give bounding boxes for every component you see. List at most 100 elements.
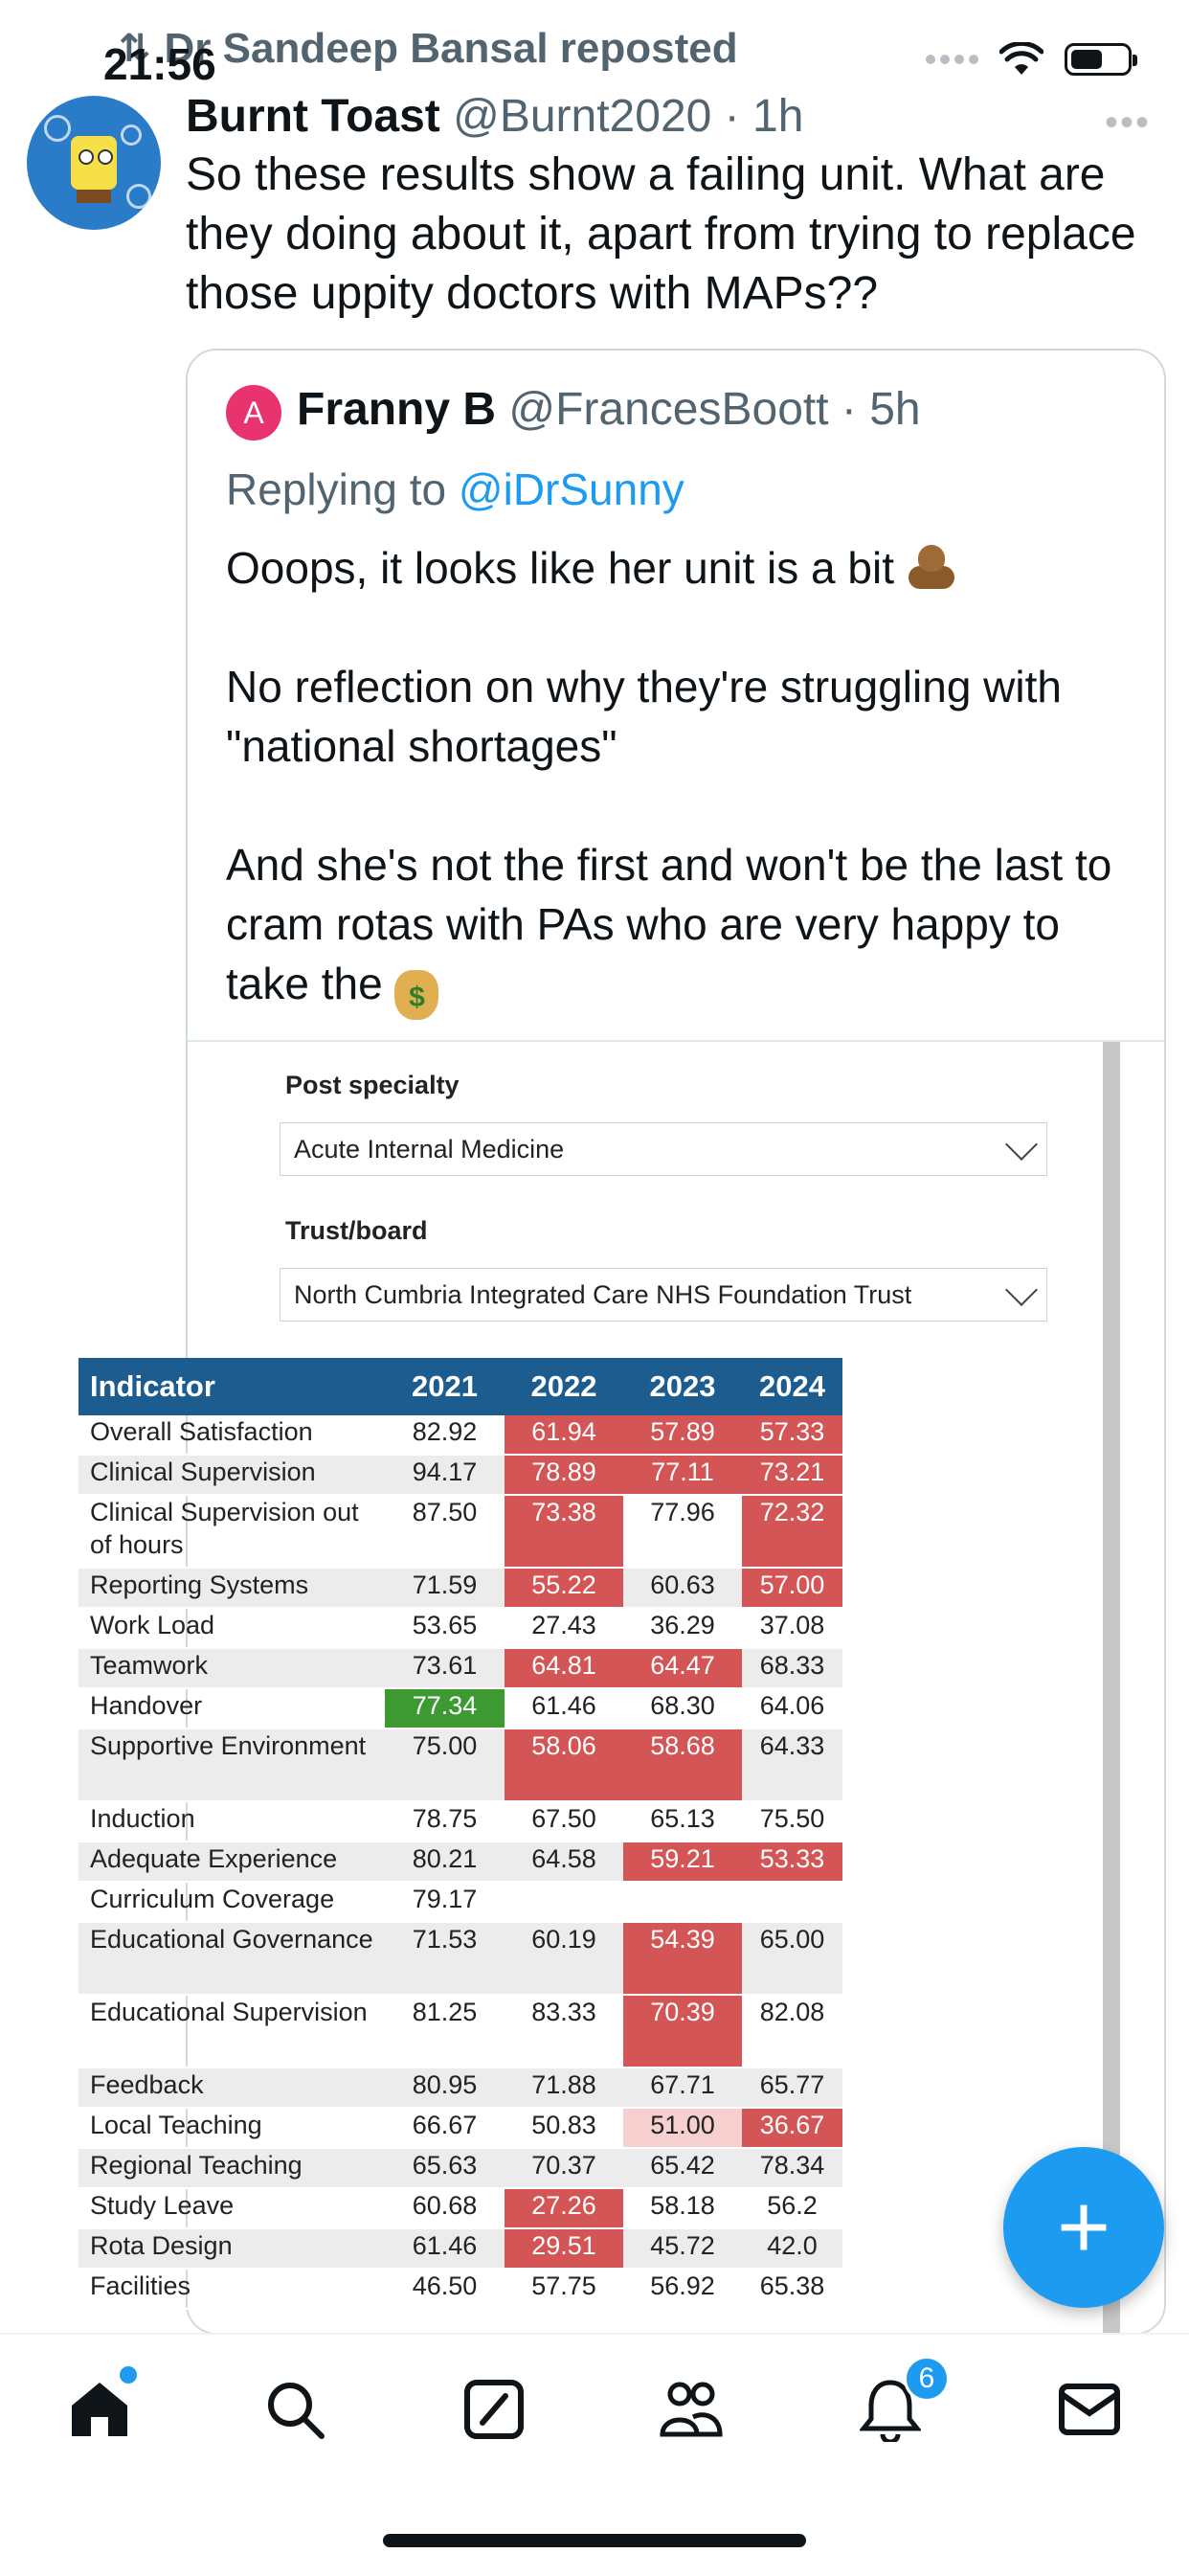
indicator-value: 75.00 xyxy=(385,1729,505,1802)
indicator-value: 64.81 xyxy=(505,1648,623,1689)
communities-icon xyxy=(660,2382,723,2437)
indicator-value: 56.2 xyxy=(742,2188,842,2229)
table-header: 2021 xyxy=(385,1358,505,1415)
table-header-row: Indicator 2021 2022 2023 2024 xyxy=(79,1358,842,1415)
indicator-value: 51.00 xyxy=(623,2108,742,2149)
nav-home[interactable] xyxy=(65,2375,134,2444)
trust-select: North Cumbria Integrated Care NHS Founda… xyxy=(280,1268,1047,1322)
replying-prefix: Replying to xyxy=(226,464,459,514)
table-row: Educational Governance 71.53 60.19 54.39 65.… xyxy=(79,1922,842,1996)
table-row: Overall Satisfaction 82.92 61.94 57.89 57.33 xyxy=(79,1415,842,1456)
repost-label: Dr Sandeep Bansal reposted xyxy=(164,25,738,72)
indicator-value: 78.89 xyxy=(505,1455,623,1496)
quote-para-2: No reflection on why they're struggling … xyxy=(226,662,1062,771)
indicator-value: 36.67 xyxy=(742,2108,842,2149)
indicator-label: Educational Governance xyxy=(79,1922,385,1996)
indicator-value: 58.18 xyxy=(623,2188,742,2229)
indicator-value: 71.53 xyxy=(385,1922,505,1996)
indicator-value: 61.94 xyxy=(505,1415,623,1456)
indicator-value: 27.43 xyxy=(505,1608,623,1649)
indicator-label: Clinical Supervision xyxy=(79,1455,385,1496)
compose-button[interactable]: + xyxy=(1003,2147,1164,2308)
indicator-value: 56.92 xyxy=(623,2269,742,2310)
indicator-value: 82.92 xyxy=(385,1415,505,1456)
avatar[interactable] xyxy=(27,96,161,230)
search-icon xyxy=(268,2383,325,2439)
indicator-label: Regional Teaching xyxy=(79,2148,385,2189)
indicator-value: 60.68 xyxy=(385,2188,505,2229)
table-row: Educational Supervision 81.25 83.33 70.39 82… xyxy=(79,1995,842,2068)
quote-author-name[interactable]: Franny B xyxy=(297,384,497,435)
indicator-value: 78.75 xyxy=(385,1801,505,1842)
indicator-value: 64.33 xyxy=(742,1729,842,1802)
indicator-value: 65.13 xyxy=(623,1801,742,1842)
notifications-badge: 6 xyxy=(904,2356,950,2402)
quote-avatar[interactable]: A xyxy=(226,385,281,441)
tweet-author[interactable]: Burnt Toast @Burnt2020 · 1h xyxy=(186,90,803,143)
indicator-value: 60.63 xyxy=(623,1568,742,1609)
replying-handle[interactable]: @iDrSunny xyxy=(458,464,684,514)
status-time: 21:56 xyxy=(103,39,216,89)
indicator-value: 73.38 xyxy=(505,1495,623,1569)
nav-grok[interactable] xyxy=(460,2375,528,2444)
indicator-value: 53.65 xyxy=(385,1608,505,1649)
indicator-value: 58.68 xyxy=(623,1729,742,1802)
status-icons xyxy=(926,42,1137,77)
indicator-value: 50.83 xyxy=(505,2108,623,2149)
table-row: Work Load 53.65 27.43 36.29 37.08 xyxy=(79,1608,842,1649)
embed-scrollbar xyxy=(1103,1042,1120,2333)
table-row: Reporting Systems 71.59 55.22 60.63 57.00 xyxy=(79,1568,842,1609)
quote-para-3: And she's not the first and won't be the… xyxy=(226,840,1112,1008)
indicator-value: 71.59 xyxy=(385,1568,505,1609)
indicator-value: 77.96 xyxy=(623,1495,742,1569)
indicator-value: 94.17 xyxy=(385,1455,505,1496)
indicator-value: 77.34 xyxy=(385,1688,505,1729)
trust-label: Trust/board xyxy=(285,1216,428,1245)
home-new-dot xyxy=(117,2363,140,2386)
indicator-value: 68.33 xyxy=(742,1648,842,1689)
indicator-value: 55.22 xyxy=(505,1568,623,1609)
table-header: 2024 xyxy=(742,1358,842,1415)
post-specialty-select: Acute Internal Medicine xyxy=(280,1122,1047,1176)
table-header: 2022 xyxy=(505,1358,623,1415)
nav-search[interactable] xyxy=(260,2375,329,2444)
indicator-label: Handover xyxy=(79,1688,385,1729)
nav-messages[interactable] xyxy=(1055,2375,1124,2444)
chevron-down-icon xyxy=(1005,1128,1038,1161)
indicator-value: 54.39 xyxy=(623,1922,742,1996)
indicator-value: 75.50 xyxy=(742,1801,842,1842)
pile-of-poo-emoji-icon xyxy=(907,541,956,589)
home-indicator xyxy=(383,2534,806,2547)
indicator-value: 27.26 xyxy=(505,2188,623,2229)
indicator-value: 72.32 xyxy=(742,1495,842,1569)
survey-results-table: Indicator 2021 2022 2023 2024 Overall Sa… xyxy=(79,1358,842,2310)
indicator-value: 80.95 xyxy=(385,2068,505,2109)
indicator-value: 65.38 xyxy=(742,2269,842,2310)
indicator-label: Induction xyxy=(79,1801,385,1842)
indicator-value: 77.11 xyxy=(623,1455,742,1496)
tweet-text: So these results show a failing unit. Wh… xyxy=(186,149,1136,319)
quote-para-1: Ooops, it looks like her unit is a bit xyxy=(226,543,907,593)
more-options-icon[interactable]: ••• xyxy=(1104,102,1151,144)
indicator-label: Educational Supervision xyxy=(79,1995,385,2068)
quote-author[interactable]: Franny B @FrancesBoott · 5h xyxy=(297,383,921,436)
table-row: Facilities 46.50 57.75 56.92 65.38 xyxy=(79,2269,842,2310)
indicator-value: 81.25 xyxy=(385,1995,505,2068)
quote-text: Ooops, it looks like her unit is a bit N… xyxy=(226,538,1145,1020)
repost-indicator[interactable]: ⇅ Dr Sandeep Bansal reposted xyxy=(119,25,738,73)
author-name[interactable]: Burnt Toast xyxy=(186,91,440,142)
table-row: Study Leave 60.68 27.26 58.18 56.2 xyxy=(79,2188,842,2229)
indicator-value: 70.37 xyxy=(505,2148,623,2189)
indicator-value: 65.77 xyxy=(742,2068,842,2109)
table-row: Handover 77.34 61.46 68.30 64.06 xyxy=(79,1688,842,1729)
indicator-value: 71.88 xyxy=(505,2068,623,2109)
money-bag-emoji-icon: $ xyxy=(394,970,439,1020)
nav-notifications[interactable] xyxy=(856,2375,925,2444)
nav-communities[interactable] xyxy=(657,2375,726,2444)
indicator-value: 57.33 xyxy=(742,1415,842,1456)
table-row: Adequate Experience 80.21 64.58 59.21 53.33 xyxy=(79,1842,842,1883)
indicator-value: 80.21 xyxy=(385,1842,505,1883)
indicator-value: 67.71 xyxy=(623,2068,742,2109)
indicator-value: 78.34 xyxy=(742,2148,842,2189)
indicator-value: 57.75 xyxy=(505,2269,623,2310)
